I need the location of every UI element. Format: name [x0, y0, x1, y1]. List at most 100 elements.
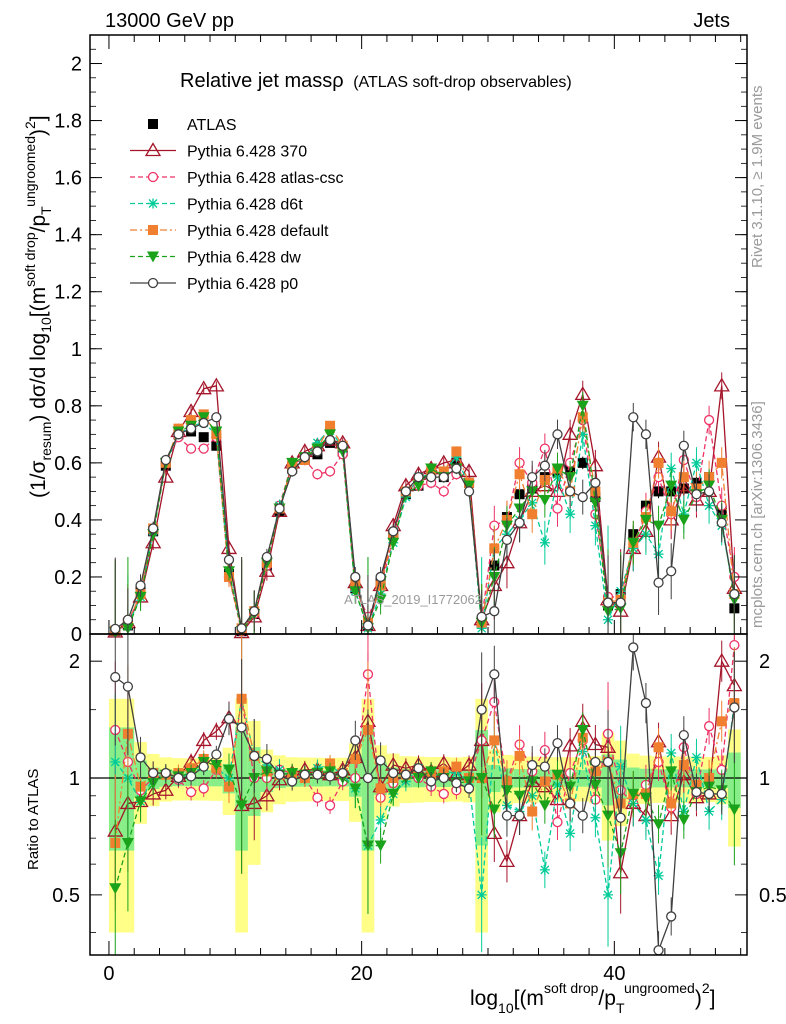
- ratio-point: [157, 781, 174, 796]
- ratio-point: [527, 806, 538, 817]
- data-point: [653, 577, 664, 588]
- ratio-point: [489, 735, 500, 746]
- ratio-point: [639, 792, 652, 804]
- data-point: [716, 517, 727, 528]
- ratio-point: [375, 755, 386, 766]
- legend-marker: [148, 198, 158, 209]
- data-point: [425, 471, 437, 483]
- ratio-point: [589, 779, 602, 791]
- ratio-line: [114, 729, 735, 889]
- ratio-point: [198, 761, 209, 772]
- x-tick-label: 0: [103, 963, 114, 985]
- legend-marker: [148, 225, 158, 235]
- plot-axes: 00.20.40.60.811.21.41.61.820.5 0.51 12 20 20…: [52, 35, 786, 985]
- main-y-tick-label: 1.2: [54, 282, 82, 304]
- data-point: [565, 509, 576, 520]
- data-point: [210, 426, 223, 438]
- ratio-point: [728, 804, 741, 816]
- ratio-point: [223, 781, 234, 792]
- ratio-point: [653, 870, 664, 881]
- ratio-point: [222, 764, 235, 776]
- ratio-point: [337, 767, 348, 779]
- data-point: [602, 597, 614, 608]
- ratio-point: [665, 766, 678, 778]
- ratio-point: [539, 864, 550, 875]
- ratio-point: [388, 767, 399, 779]
- ratio-point: [185, 771, 197, 782]
- ratio-point: [565, 828, 576, 839]
- ratio-y-tick-label-right: 2: [759, 651, 770, 673]
- legend-entry: Pythia 6.428 default: [130, 223, 329, 240]
- ratio-point: [590, 756, 601, 768]
- data-point: [173, 429, 184, 440]
- ratio-point: [208, 722, 225, 737]
- data-point: [666, 463, 677, 474]
- ratio-point: [514, 750, 525, 761]
- legend-label: ATLAS: [187, 117, 237, 134]
- data-point: [538, 494, 551, 506]
- ratio-point: [539, 761, 550, 772]
- ratio-point: [438, 772, 449, 784]
- ratio-point: [476, 704, 487, 715]
- ratio-point: [538, 800, 551, 812]
- ratio-y-axis-label: Ratio to ATLAS: [25, 769, 42, 870]
- data-point: [576, 400, 589, 412]
- data-point: [539, 537, 550, 548]
- ratio-point: [590, 812, 601, 823]
- ratio-point: [122, 681, 134, 692]
- legend-label: Pythia 6.428 370: [187, 144, 307, 161]
- main-y-tick-label: 1.4: [54, 225, 82, 247]
- ratio-point: [375, 814, 386, 825]
- data-point: [223, 554, 235, 565]
- ratio-point: [527, 759, 538, 771]
- main-y-tick-label: 0.2: [54, 567, 82, 589]
- main-y-tick-label: 0.4: [54, 510, 82, 532]
- data-point: [274, 503, 285, 514]
- category-label: Jets: [693, 10, 730, 32]
- data-point: [590, 477, 601, 488]
- ratio-point: [501, 810, 513, 821]
- data-point: [236, 623, 247, 634]
- main-y-tick-label: 1.6: [54, 168, 82, 190]
- legend-entry: ATLAS: [148, 117, 237, 134]
- data-point: [691, 457, 702, 468]
- data-point: [324, 434, 336, 446]
- data-point: [666, 506, 677, 517]
- ratio-point: [603, 889, 614, 900]
- data-point: [527, 509, 538, 520]
- ratio-point: [374, 840, 387, 852]
- legend: ATLAS Pythia 6.428 370 Pythia 6.428 atlas-…: [130, 117, 344, 293]
- ratio-point: [249, 750, 260, 762]
- series-6: [110, 403, 740, 635]
- ratio-y-tick-label-right: 0.5: [759, 885, 786, 907]
- ratio-point: [350, 735, 361, 746]
- legend-marker: [147, 171, 159, 183]
- ratio-point: [258, 787, 276, 802]
- data-point: [400, 486, 412, 497]
- ratio-point: [716, 716, 727, 727]
- data-point: [324, 466, 336, 477]
- ratio-point: [678, 729, 689, 741]
- energy-label: 13000 GeV pp: [105, 10, 234, 32]
- ratio-point: [488, 804, 501, 816]
- data-point: [577, 457, 588, 468]
- data-point: [653, 457, 664, 468]
- data-point: [665, 480, 678, 492]
- ratio-point: [713, 652, 730, 667]
- ratio-point: [561, 737, 579, 752]
- series-line: [114, 413, 736, 632]
- legend-marker: [147, 277, 159, 289]
- ratio-line: [114, 647, 736, 951]
- ratio-point: [287, 776, 298, 787]
- data-point: [135, 580, 146, 591]
- main-y-tick-label: 0: [71, 624, 82, 646]
- ratio-point: [678, 760, 689, 771]
- ratio-point: [349, 783, 362, 795]
- data-point: [185, 443, 197, 454]
- analysis-watermark: ATLAS_2019_I1772062: [344, 592, 482, 607]
- main-y-tick-label: 1: [71, 339, 82, 361]
- data-point: [438, 471, 449, 483]
- ratio-point: [653, 742, 664, 753]
- ratio-point: [615, 812, 626, 823]
